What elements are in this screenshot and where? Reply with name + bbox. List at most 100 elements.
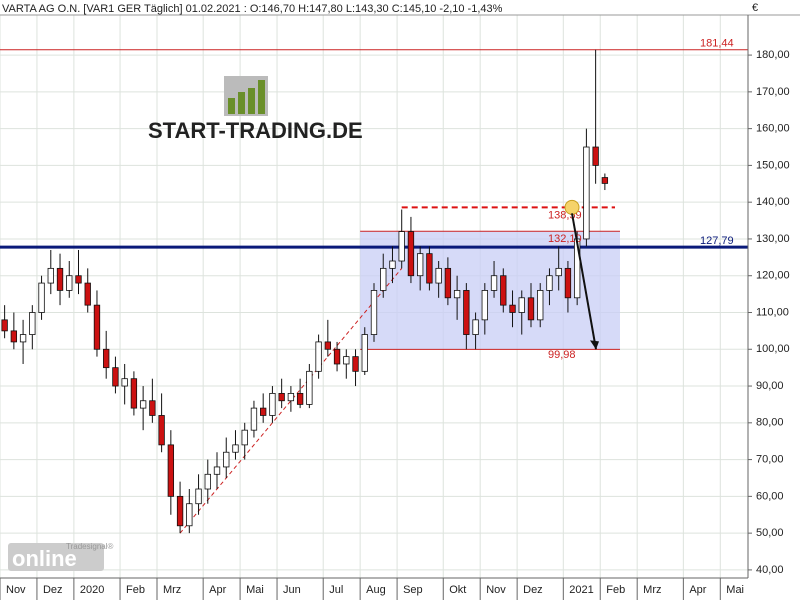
watermark: START-TRADING.DE (148, 76, 363, 143)
y-tick-label: 50,00 (756, 527, 784, 539)
candle-body (315, 341, 322, 372)
candle-body (93, 304, 101, 350)
candle-body (223, 451, 230, 468)
candle-body (592, 146, 599, 166)
x-tick-label: Mrz (163, 584, 181, 596)
candle-body (426, 253, 433, 284)
x-tick-label: Okt (449, 584, 466, 596)
candle-body (232, 444, 239, 453)
forecast-arrow (571, 213, 597, 350)
candle-body (167, 444, 175, 497)
candle-body (380, 267, 387, 291)
candle-body (38, 282, 45, 313)
candles (1, 49, 609, 534)
trend-line (179, 268, 403, 534)
levels (0, 49, 748, 534)
candle-body (296, 392, 304, 405)
candle-body (509, 304, 516, 313)
level-label: 127,79 (700, 235, 734, 247)
candle-body (555, 267, 562, 277)
x-tick-label: 2020 (80, 584, 104, 596)
candle-body (158, 415, 165, 446)
x-tick-label: Dez (43, 584, 63, 596)
candle-body (139, 400, 147, 409)
candle-body (287, 392, 295, 402)
watermark-text: START-TRADING.DE (148, 118, 363, 143)
candle-body (306, 370, 313, 405)
candle-body (546, 275, 553, 291)
candle-body (195, 488, 202, 505)
y-tick-label: 100,00 (756, 343, 790, 355)
candle-body (10, 330, 18, 343)
level-label: 132,10 (548, 233, 582, 245)
candle-body (352, 356, 359, 372)
candle-body (444, 267, 452, 299)
y-tick-label: 70,00 (756, 453, 784, 465)
level-label: 181,44 (700, 38, 734, 50)
candle-body (343, 356, 350, 365)
candle-body (601, 177, 609, 184)
candle-body (333, 348, 341, 365)
x-tick-label: Mrz (643, 584, 661, 596)
y-tick-label: 160,00 (756, 123, 790, 135)
candle-body (56, 267, 64, 291)
candle-body (370, 290, 378, 335)
tradesignal-logo: online Tradesignal® (8, 542, 114, 571)
candle-body (324, 341, 331, 350)
logo-sub: Tradesignal® (66, 542, 114, 551)
x-tick-label: Feb (606, 584, 625, 596)
candle-body (112, 367, 119, 387)
candle-body (241, 429, 248, 446)
candle-body (176, 495, 184, 527)
candle-body (213, 466, 221, 475)
axes: 40,00 50,00 60,00 70,00 80,00 90,00 100,00 110,… (0, 14, 800, 600)
header: VARTA AG O.N. [VAR1 GER Täglich] 01.02.2… (2, 3, 503, 15)
candle-body (398, 231, 405, 262)
candle-body (269, 392, 276, 416)
candle-body (564, 267, 572, 299)
candle-body (417, 253, 424, 277)
level-label: 99,98 (548, 349, 576, 361)
candle-body (149, 400, 156, 416)
y-tick-label: 130,00 (756, 233, 790, 245)
logo-text: online (12, 546, 77, 571)
candle-body (47, 267, 54, 284)
x-tick-label: Mai (726, 584, 744, 596)
candle-body (463, 290, 470, 335)
x-tick-label: Nov (486, 584, 506, 596)
candle-body (527, 297, 535, 321)
candle-body (389, 260, 396, 269)
candle-body (583, 146, 590, 240)
candle-body (66, 275, 73, 291)
candle-body (407, 231, 415, 277)
y-tick-label: 150,00 (756, 159, 790, 171)
x-tick-label: Jun (283, 584, 301, 596)
candle-body (361, 334, 368, 372)
currency: € (752, 2, 758, 14)
candle-body (537, 290, 544, 321)
x-tick-label: Nov (6, 584, 26, 596)
y-tick-label: 170,00 (756, 86, 790, 98)
marker (564, 199, 580, 215)
candle-body (453, 290, 461, 299)
candle-body (260, 407, 267, 416)
x-tick-label: Mai (246, 584, 264, 596)
candle-body (250, 407, 258, 431)
x-tick-label: 2021 (569, 584, 593, 596)
y-tick-label: 180,00 (756, 49, 790, 61)
candle-body (19, 334, 27, 343)
candle-body (204, 473, 211, 490)
x-tick-label: Aug (366, 584, 386, 596)
x-tick-label: Sep (403, 584, 423, 596)
y-tick-label: 110,00 (756, 306, 789, 318)
y-tick-label: 40,00 (756, 564, 784, 576)
candle-body (518, 297, 525, 313)
candle-body (103, 348, 110, 369)
candle-body (29, 312, 36, 335)
y-tick-label: 120,00 (756, 270, 790, 282)
x-tick-label: Apr (689, 584, 706, 596)
candle-body (75, 275, 82, 284)
candle-body (130, 378, 138, 409)
